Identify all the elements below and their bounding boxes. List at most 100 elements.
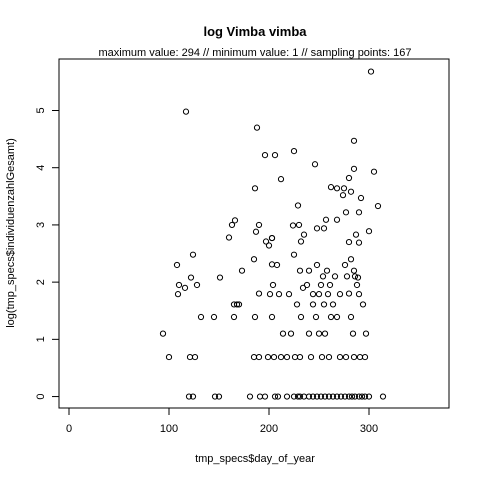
data-point xyxy=(321,330,329,337)
data-point xyxy=(271,152,279,159)
data-point xyxy=(351,273,359,280)
data-point xyxy=(225,234,233,241)
data-point xyxy=(279,330,287,337)
data-point xyxy=(362,330,370,337)
data-point xyxy=(352,231,360,238)
data-point xyxy=(293,301,301,308)
data-point xyxy=(189,251,197,258)
data-point xyxy=(367,68,375,75)
data-point xyxy=(299,284,307,291)
y-axis-label: log(tmp_specs$individuenzahlGesamt) xyxy=(5,138,17,328)
data-point xyxy=(159,330,167,337)
data-point xyxy=(216,274,224,281)
data-point xyxy=(246,393,254,400)
data-point xyxy=(165,353,173,361)
data-point xyxy=(187,274,195,281)
chart-subtitle: maximum value: 294 // minimum value: 1 /… xyxy=(98,47,411,59)
data-point xyxy=(333,313,341,321)
data-point xyxy=(285,291,293,298)
data-point xyxy=(283,353,291,361)
data-point xyxy=(317,281,325,289)
data-point xyxy=(350,267,358,274)
data-point xyxy=(175,281,183,289)
data-point xyxy=(297,313,305,321)
data-point xyxy=(253,124,261,131)
x-axis-label: tmp_specs$day_of_year xyxy=(195,453,315,465)
data-point xyxy=(235,301,243,308)
data-point xyxy=(311,161,319,168)
data-point xyxy=(327,313,335,321)
data-point xyxy=(261,152,269,159)
data-point xyxy=(342,209,350,216)
data-point xyxy=(365,393,373,400)
data-point xyxy=(191,353,199,361)
data-point xyxy=(309,301,317,308)
y-tick-label: 5 xyxy=(35,107,47,113)
data-point xyxy=(270,353,278,361)
x-axis: 0 100 200 300 xyxy=(66,407,378,435)
data-point xyxy=(230,313,238,321)
data-point xyxy=(255,221,263,229)
data-point xyxy=(305,267,313,274)
data-point xyxy=(290,251,298,258)
data-point xyxy=(321,393,329,400)
data-point xyxy=(350,137,358,144)
data-point xyxy=(355,239,363,246)
data-point xyxy=(315,291,323,298)
data-point xyxy=(322,216,330,223)
data-point xyxy=(323,267,331,274)
data-point xyxy=(341,261,349,269)
data-point xyxy=(347,188,355,195)
data-point xyxy=(289,222,297,229)
data-point xyxy=(327,184,335,191)
data-point xyxy=(333,216,341,223)
y-tick-label: 1 xyxy=(35,336,47,342)
data-point xyxy=(273,261,281,269)
data-point xyxy=(305,330,313,337)
data-point xyxy=(329,301,337,308)
x-tick-label: 0 xyxy=(66,423,72,435)
data-point xyxy=(297,238,305,245)
data-point xyxy=(336,353,344,361)
data-point xyxy=(329,393,337,400)
data-point xyxy=(353,281,361,289)
data-point xyxy=(315,330,323,337)
data-point xyxy=(233,301,241,308)
data-point xyxy=(268,261,276,268)
data-point xyxy=(326,281,334,289)
data-point xyxy=(251,185,259,192)
data-point xyxy=(340,185,348,192)
data-point xyxy=(357,194,365,202)
data-point xyxy=(342,353,350,361)
data-point xyxy=(365,228,373,235)
data-point xyxy=(336,291,344,298)
data-point xyxy=(309,393,317,400)
data-point xyxy=(296,353,304,361)
data-point xyxy=(343,273,351,280)
data-point xyxy=(350,165,358,172)
data-point xyxy=(251,313,259,321)
data-point xyxy=(333,393,341,400)
data-point xyxy=(324,291,332,298)
data-points xyxy=(159,68,387,400)
data-point xyxy=(287,330,295,337)
data-point xyxy=(313,261,321,269)
data-point xyxy=(361,353,369,361)
data-point xyxy=(313,393,321,400)
data-point xyxy=(173,261,181,269)
data-point xyxy=(309,291,317,298)
data-point xyxy=(319,273,327,280)
data-point xyxy=(312,313,320,321)
data-point xyxy=(359,301,367,308)
data-point xyxy=(345,393,353,400)
data-point xyxy=(277,353,285,361)
data-point xyxy=(215,393,223,400)
data-point xyxy=(307,353,315,361)
data-point xyxy=(211,393,219,400)
data-point xyxy=(252,228,260,235)
data-point xyxy=(296,267,304,274)
data-point xyxy=(274,393,282,400)
data-point xyxy=(268,313,276,321)
data-point xyxy=(283,393,291,400)
